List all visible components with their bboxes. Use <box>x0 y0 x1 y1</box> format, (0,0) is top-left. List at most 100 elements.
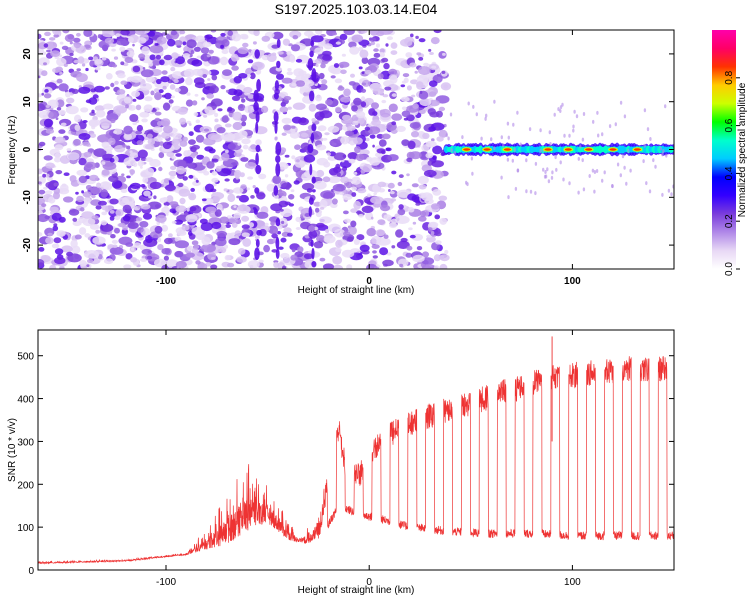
spectrogram-blob <box>82 120 88 123</box>
spectrogram-blob <box>78 157 87 166</box>
spectrogram-blob <box>38 141 46 147</box>
spectrogram-blob <box>170 30 178 36</box>
spectrogram-blob <box>350 208 358 213</box>
spectrogram-blob <box>227 106 233 112</box>
spectrogram-streak <box>308 197 314 205</box>
spectrogram-blob <box>76 195 84 203</box>
spectrogram-blob <box>129 114 139 122</box>
spectrogram-blob <box>163 201 170 207</box>
spectrogram-blob <box>373 266 380 269</box>
spectrogram-blob <box>236 195 241 199</box>
spectrogram-blob <box>158 152 165 159</box>
spectrogram-blob <box>231 65 239 71</box>
spectrogram-faint-dot <box>554 155 557 160</box>
spectrogram-blob <box>169 84 176 90</box>
spectrogram-blob <box>137 160 144 167</box>
spectrogram-blob <box>333 63 340 68</box>
spectrogram-blob <box>161 264 169 269</box>
spectrogram-blob <box>252 185 256 189</box>
spectrogram-blob <box>342 114 351 121</box>
spectrogram-blob <box>353 171 358 175</box>
spectrogram-blob <box>177 230 187 236</box>
spectrogram-blob <box>430 203 440 210</box>
spectrogram-blob <box>114 215 121 221</box>
spectrogram-blob <box>283 227 292 234</box>
spectrogram-blob <box>286 71 293 76</box>
spectrogram-blob <box>200 222 213 232</box>
spectrogram-faint-dot <box>623 114 627 119</box>
spectrogram-blob <box>329 139 341 147</box>
spectrogram-blob <box>381 99 387 104</box>
spectrogram-blob <box>373 192 378 196</box>
spectrogram-blob <box>351 186 357 191</box>
spectrogram-faint-dot <box>603 170 606 175</box>
spectrogram-blob <box>211 171 218 176</box>
spectrogram-blob <box>77 56 85 64</box>
spectrogram-blob <box>137 205 142 209</box>
spectrogram-blob <box>43 155 53 161</box>
spectrogram-blob <box>270 221 275 226</box>
spectrogram-blob <box>422 251 429 258</box>
colorbar-gradient <box>712 30 736 269</box>
spectrogram-blob <box>47 232 53 236</box>
spectrogram-streak <box>309 90 315 102</box>
spectrogram-blob <box>383 62 390 70</box>
spectrogram-faint-dot <box>649 137 652 141</box>
spectrogram-blob <box>211 74 218 81</box>
spectrogram-blob <box>150 90 155 96</box>
spectrogram-blob <box>95 66 101 71</box>
spectrogram-blob <box>431 65 437 69</box>
spectrogram-streak <box>273 92 279 100</box>
spectrogram-blob <box>315 144 327 151</box>
spectrogram-blob <box>173 79 179 84</box>
spectrogram-blob <box>221 39 230 47</box>
spectrogram-x-tick-label: 0 <box>366 276 372 287</box>
spectrogram-blob <box>216 203 223 211</box>
spectrogram-blob <box>53 182 59 187</box>
spectrogram-blob <box>348 226 357 236</box>
spectrogram-faint-dot <box>544 174 548 179</box>
spectrogram-streak <box>275 248 280 259</box>
spectrogram-blob <box>217 108 223 112</box>
spectrogram-blob <box>304 213 311 217</box>
spectrogram-blob <box>278 246 284 250</box>
spectrogram-streak <box>275 162 281 177</box>
spectrogram-blob <box>137 227 144 233</box>
spectrogram-blob <box>119 46 126 52</box>
spectrogram-blob <box>347 188 351 192</box>
spectrogram-blob <box>58 129 66 134</box>
spectrogram-blob <box>426 234 432 238</box>
spectrogram-blob <box>273 261 279 268</box>
spectrogram-blob <box>62 196 74 203</box>
spectrogram-streak <box>253 208 258 215</box>
spectrogram-blob <box>278 200 289 208</box>
spectrogram-blob <box>200 243 216 253</box>
spectrogram-blob <box>89 60 96 67</box>
spectrogram-blob <box>405 252 413 258</box>
spectrogram-blob <box>347 152 358 160</box>
spectrogram-blob <box>400 38 413 47</box>
spectrogram-blob <box>429 52 434 55</box>
spectrogram-blob <box>157 237 162 243</box>
spectrogram-blob <box>165 212 169 216</box>
spectrogram-blob <box>361 71 365 75</box>
spectrogram-blob <box>264 222 269 226</box>
spectrogram-blob <box>183 150 191 157</box>
spectrogram-blob <box>41 92 44 96</box>
spectrogram-blob <box>432 145 443 155</box>
spectrogram-blob <box>396 240 410 249</box>
spectrogram-blob <box>137 37 147 44</box>
spectrogram-blob <box>398 204 404 210</box>
spectrogram-blob <box>84 233 91 238</box>
spectrogram-blob <box>414 70 418 74</box>
spectrogram-blob <box>44 31 51 37</box>
spectrogram-streak <box>274 121 278 134</box>
spectrogram-streak <box>311 247 315 260</box>
spectrogram-blob <box>389 75 398 84</box>
spectrogram-blob <box>343 30 355 36</box>
spectrogram-blob <box>192 100 198 106</box>
spectrogram-blob <box>101 211 108 216</box>
spectrogram-blob <box>149 44 164 54</box>
spectrogram-blob <box>144 96 153 102</box>
colorbar-tick-label: 0.2 <box>724 214 735 228</box>
